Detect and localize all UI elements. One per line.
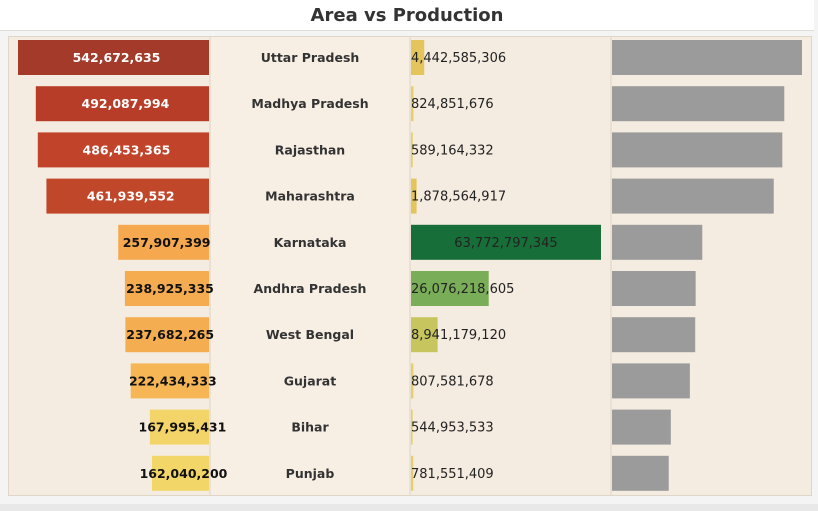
area-value-label: 492,087,994 <box>82 96 170 111</box>
area-value-label: 257,907,399 <box>123 235 211 250</box>
grey-bar <box>612 271 696 306</box>
state-column-bg <box>210 37 410 495</box>
production-bar <box>411 409 413 445</box>
area-value-label: 542,672,635 <box>73 50 161 65</box>
state-label: Karnataka <box>274 235 347 250</box>
area-value-label: 222,434,333 <box>129 373 217 388</box>
production-bar <box>411 317 438 353</box>
state-label: Bihar <box>291 420 329 435</box>
area-bar <box>37 132 209 168</box>
production-value-label: 781,551,409 <box>411 467 494 482</box>
production-value-label: 824,851,676 <box>411 97 494 112</box>
area-value-label: 162,040,200 <box>140 466 228 481</box>
production-value-label: 63,772,797,345 <box>454 236 557 251</box>
production-value-label: 589,164,332 <box>411 143 494 158</box>
production-value-label: 4,442,585,306 <box>411 51 506 66</box>
production-value-label: 544,953,533 <box>411 421 494 436</box>
production-bar <box>411 455 414 491</box>
state-label: Maharashtra <box>265 189 355 204</box>
grey-bar <box>612 86 785 122</box>
area-bar <box>18 40 209 75</box>
state-label: Uttar Pradesh <box>261 50 360 65</box>
title-bar: Area vs Production <box>0 0 814 31</box>
area-value-label: 461,939,552 <box>87 189 175 204</box>
production-bar <box>411 132 413 168</box>
area-bar <box>46 178 210 214</box>
bottom-strip <box>0 504 818 511</box>
production-value-label: 26,076,218,605 <box>411 282 514 297</box>
area-bar <box>130 363 209 399</box>
grey-bar <box>612 40 802 75</box>
grey-bar <box>612 317 696 353</box>
area-bar <box>35 86 209 122</box>
production-bar <box>411 178 417 214</box>
state-label: Gujarat <box>284 373 336 388</box>
area-value-label: 167,995,431 <box>139 420 227 435</box>
area-value-label: 238,925,335 <box>126 281 214 296</box>
production-bar <box>411 271 489 306</box>
area-bar <box>124 271 209 306</box>
production-bar <box>411 224 601 260</box>
area-value-label: 486,453,365 <box>83 142 171 157</box>
state-label: Punjab <box>286 466 335 481</box>
state-label: West Bengal <box>266 327 354 342</box>
production-value-label: 8,941,179,120 <box>411 328 506 343</box>
grey-bar <box>612 224 703 260</box>
grey-bar <box>612 178 774 214</box>
state-label: Andhra Pradesh <box>254 281 367 296</box>
grey-bar <box>612 455 669 491</box>
area-value-label: 237,682,265 <box>126 327 214 342</box>
state-label: Rajasthan <box>275 142 345 157</box>
chart-title: Area vs Production <box>310 4 504 26</box>
grey-bar <box>612 409 671 445</box>
production-bar <box>411 363 414 399</box>
area-bar <box>149 409 209 445</box>
area-bar <box>118 224 209 260</box>
production-value-label: 807,581,678 <box>411 374 494 389</box>
production-bar <box>411 40 425 75</box>
state-label: Madhya Pradesh <box>251 96 368 111</box>
area-bar <box>151 455 209 491</box>
grey-bar <box>612 132 783 168</box>
area-bar <box>125 317 209 353</box>
production-bar <box>411 86 414 122</box>
grey-bar <box>612 363 690 399</box>
production-value-label: 1,878,564,917 <box>411 190 506 205</box>
